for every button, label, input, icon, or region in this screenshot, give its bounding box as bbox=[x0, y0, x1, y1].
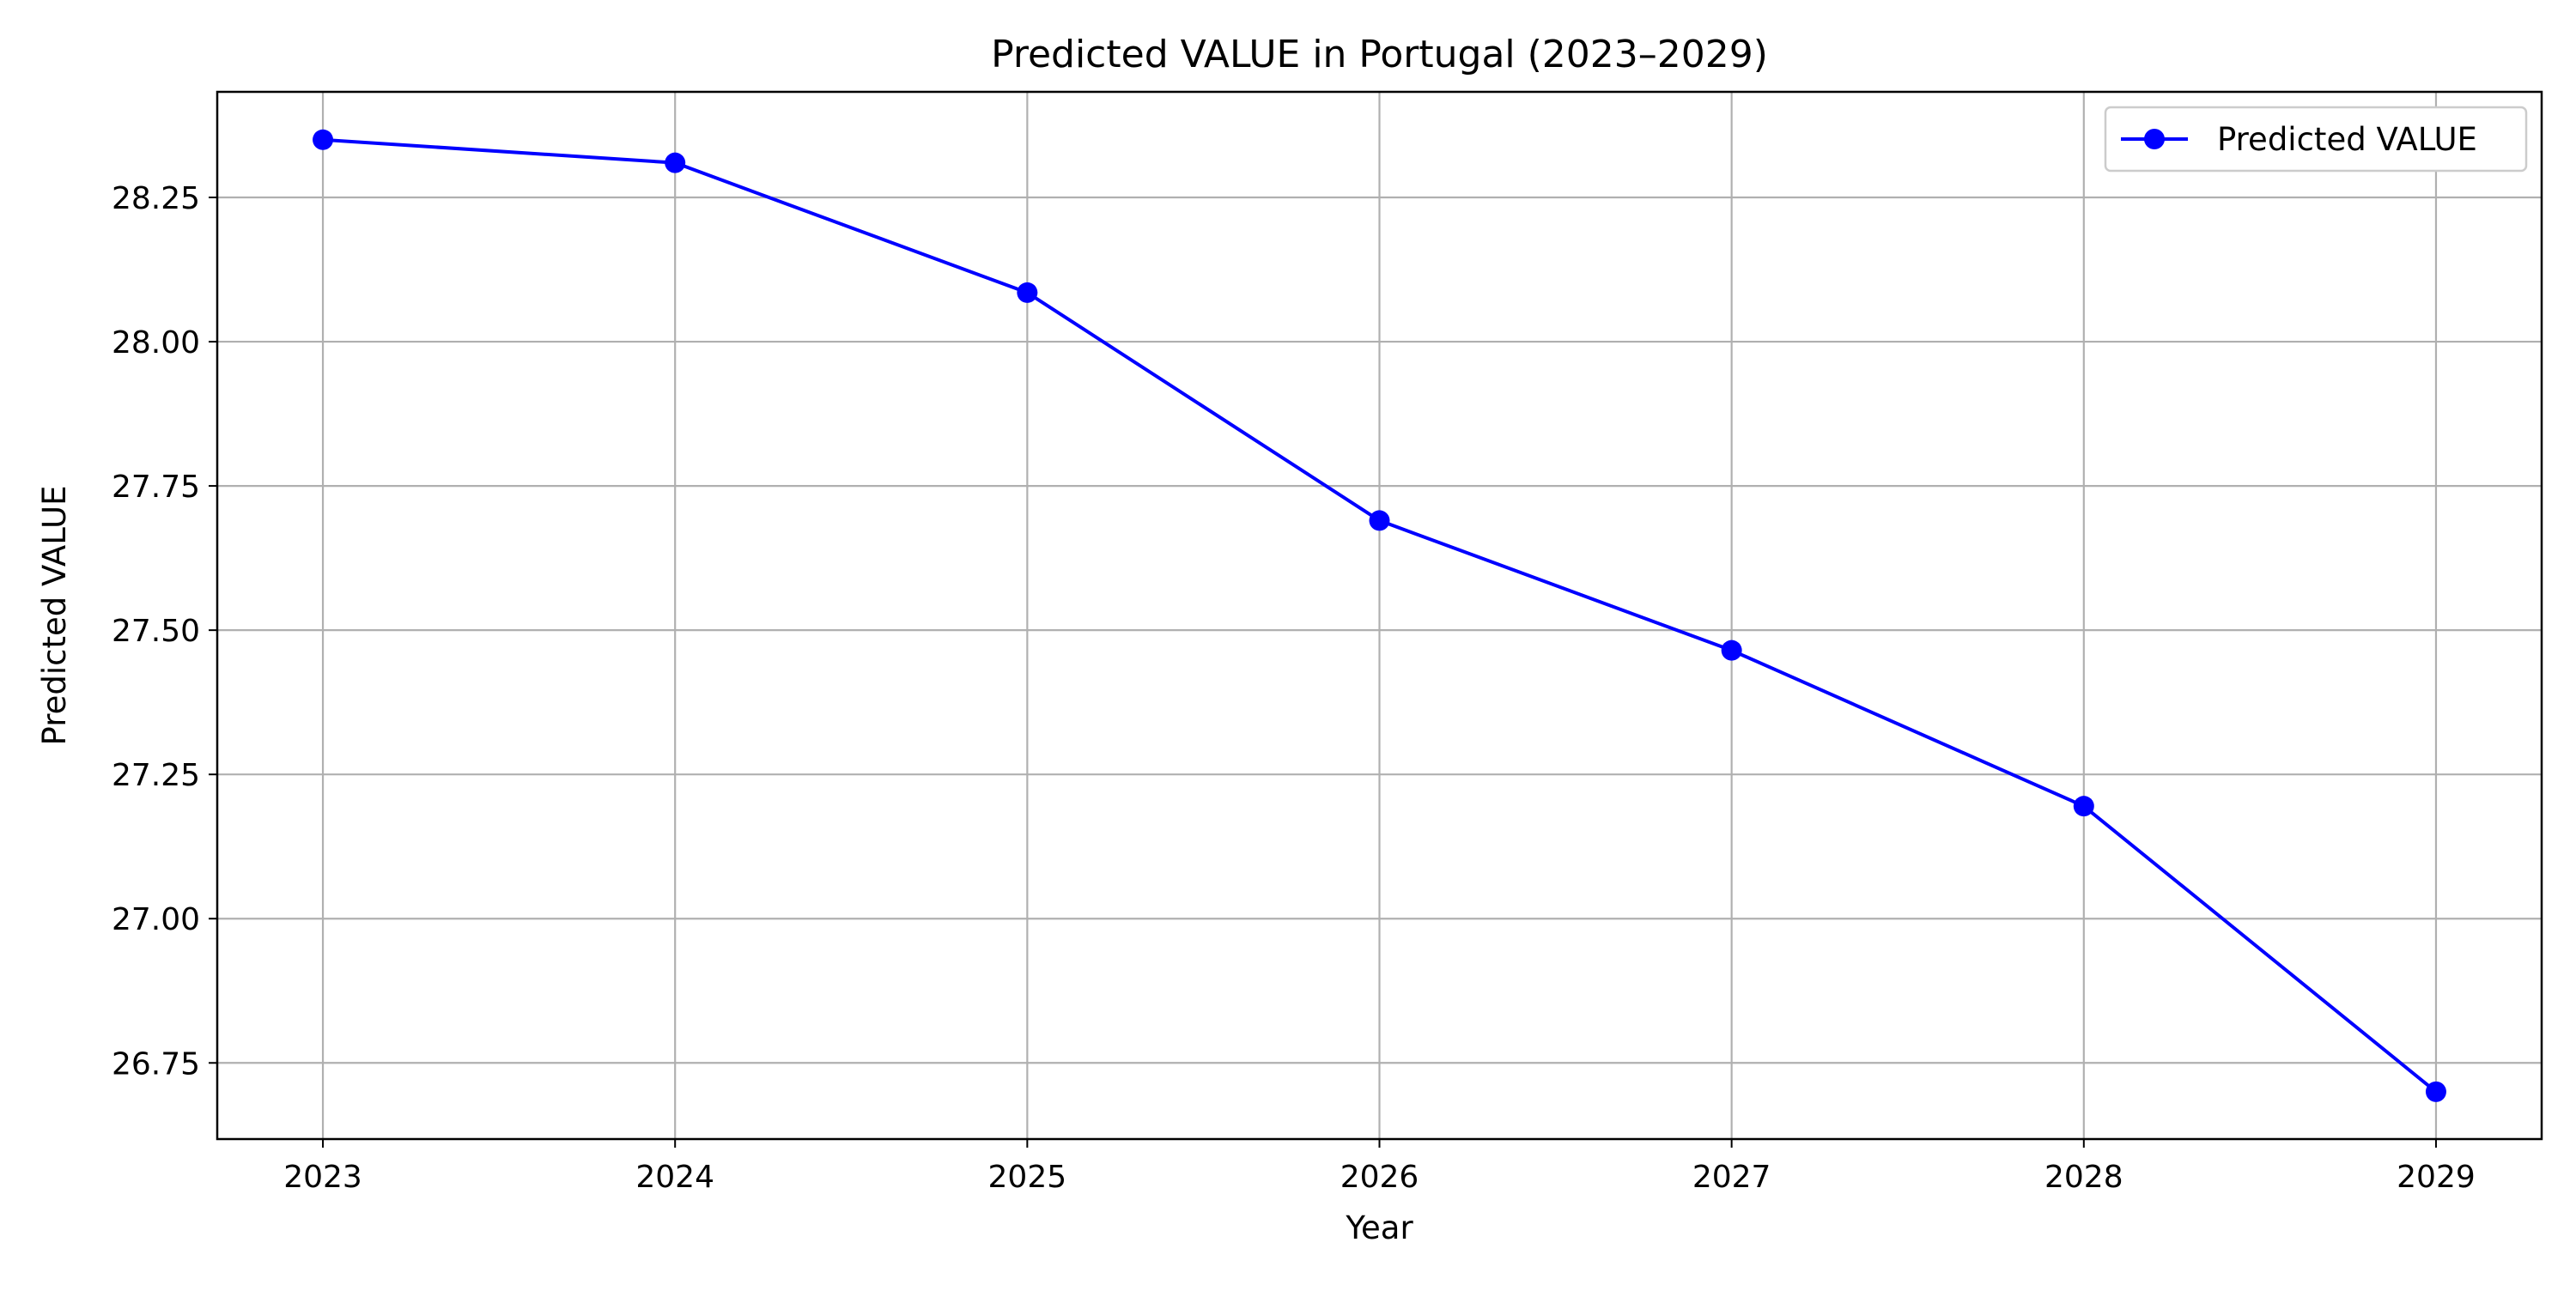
y-tick-label: 26.75 bbox=[112, 1046, 200, 1082]
y-tick-label: 28.00 bbox=[112, 325, 200, 361]
series-layer bbox=[313, 129, 2446, 1102]
x-axis-label: Year bbox=[1345, 1209, 1413, 1246]
x-tick-label: 2023 bbox=[283, 1160, 362, 1195]
data-point bbox=[2073, 796, 2094, 817]
y-tick-label: 28.25 bbox=[112, 181, 200, 216]
data-point bbox=[665, 152, 686, 173]
x-tick-label: 2026 bbox=[1340, 1160, 1419, 1195]
y-tick-label: 27.00 bbox=[112, 902, 200, 937]
x-tick-label: 2025 bbox=[988, 1160, 1067, 1195]
y-tick-label: 27.25 bbox=[112, 758, 200, 793]
x-tick-label: 2027 bbox=[1692, 1160, 1771, 1195]
legend: Predicted VALUE bbox=[2104, 106, 2528, 173]
axis-ticks: 2023 2024 2025 2026 2027 2028 2029 26.75 27.00 27… bbox=[112, 181, 2476, 1195]
chart-title: Predicted VALUE in Portugal (2023–2029) bbox=[991, 33, 1768, 76]
data-point bbox=[1721, 639, 1742, 661]
data-point bbox=[1017, 282, 1038, 303]
y-axis-label: Predicted VALUE bbox=[36, 486, 73, 746]
legend-label: Predicted VALUE bbox=[2217, 121, 2477, 158]
data-point bbox=[1369, 510, 1390, 531]
x-tick-label: 2028 bbox=[2044, 1160, 2123, 1195]
x-tick-label: 2029 bbox=[2397, 1160, 2476, 1195]
data-point bbox=[2425, 1081, 2446, 1102]
legend-box bbox=[2104, 106, 2528, 173]
data-point bbox=[313, 129, 334, 150]
y-tick-label: 27.75 bbox=[112, 470, 200, 505]
x-tick-label: 2024 bbox=[635, 1160, 714, 1195]
grid bbox=[217, 92, 2542, 1139]
legend-marker bbox=[2144, 129, 2165, 149]
y-tick-label: 27.50 bbox=[112, 614, 200, 649]
